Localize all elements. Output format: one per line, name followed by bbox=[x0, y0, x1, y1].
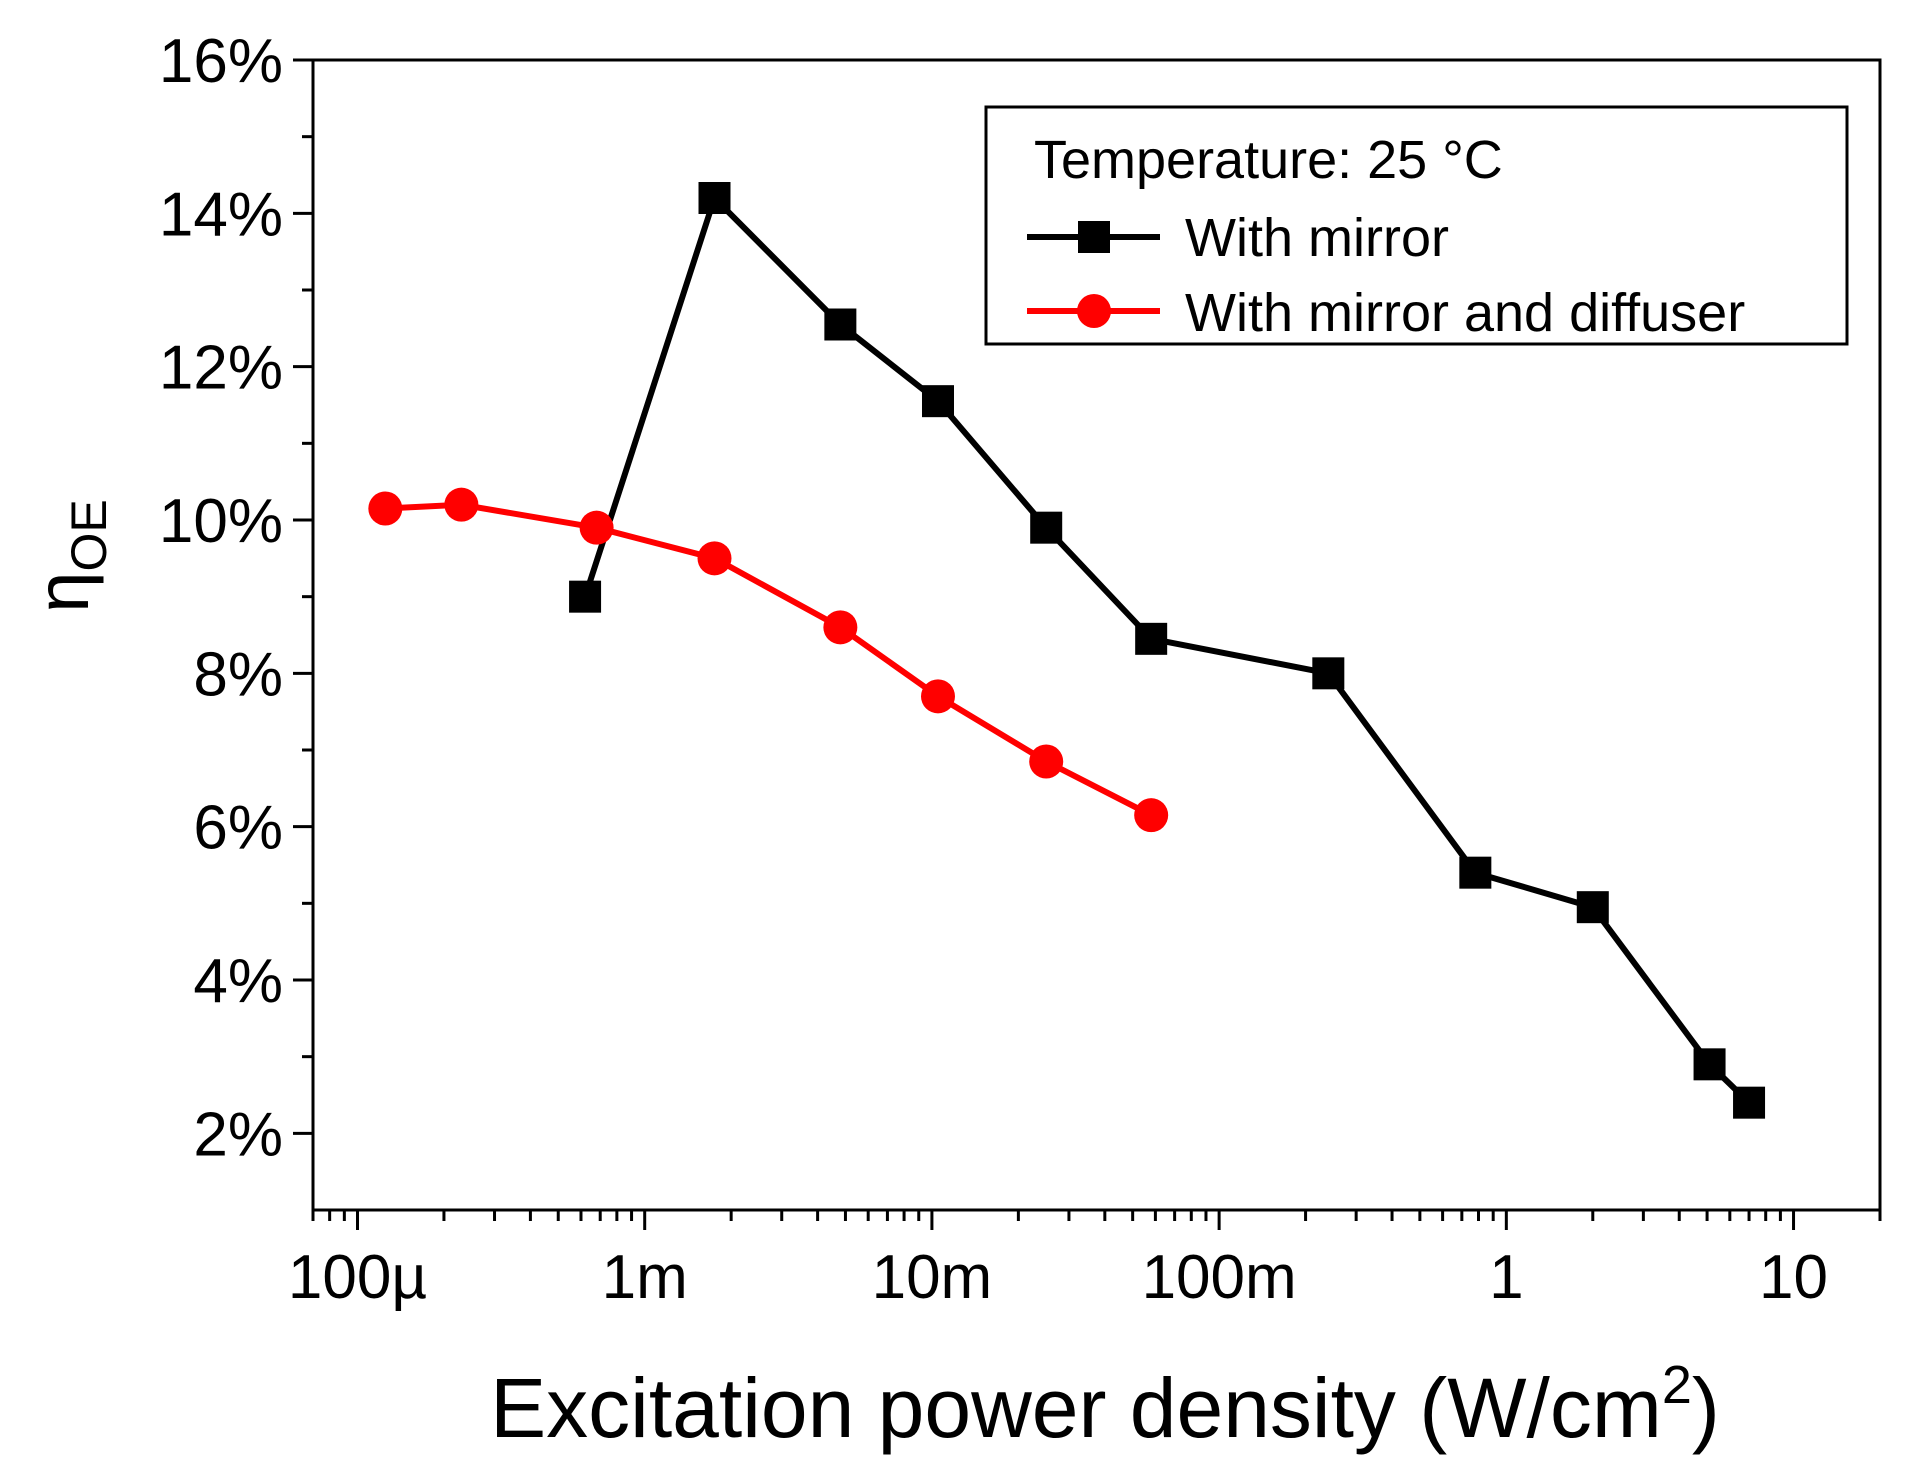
svg-text:ηOE: ηOE bbox=[21, 499, 117, 612]
data-point-square bbox=[1459, 856, 1492, 889]
axes-layer: 2% 4% 6% 8% 10% 12% 14% 16% 100µ 1m 10m 100m 1 10 bbox=[159, 27, 1882, 1312]
series-with-mirror-and-diffuser bbox=[368, 487, 1169, 833]
x-axis-label-close: ) bbox=[1692, 1361, 1720, 1455]
y-tick-label: 4% bbox=[193, 947, 283, 1016]
data-point-circle bbox=[1134, 798, 1169, 833]
data-point-square bbox=[1312, 657, 1345, 690]
x-axis-label: Excitation power density (W/cm2) bbox=[490, 1355, 1720, 1455]
data-point-square bbox=[698, 182, 731, 214]
data-point-square bbox=[569, 580, 602, 613]
y-axis-label-subscript: OE bbox=[61, 499, 117, 571]
plot-frame bbox=[311, 58, 1882, 1212]
legend-marker-with-mirror bbox=[1078, 221, 1110, 253]
x-tick-label: 100m bbox=[1142, 1243, 1297, 1312]
data-point-square bbox=[921, 385, 954, 418]
legend-box bbox=[984, 105, 1849, 346]
y-axis-label: ηOE bbox=[21, 499, 117, 612]
y-tick-label: 2% bbox=[193, 1100, 283, 1169]
x-tick-label: 1m bbox=[602, 1243, 688, 1312]
data-point-circle bbox=[823, 610, 858, 645]
x-axis-label-main: Excitation power density (W/cm bbox=[490, 1361, 1662, 1455]
y-tick-label: 8% bbox=[193, 640, 283, 709]
data-point-circle bbox=[1029, 744, 1064, 779]
data-point-circle bbox=[697, 541, 732, 576]
y-tick-label: 10% bbox=[159, 487, 283, 556]
data-point-square bbox=[1693, 1048, 1726, 1081]
legend-label-with-mirror: With mirror bbox=[1185, 208, 1449, 268]
data-point-square bbox=[824, 308, 857, 341]
x-tick-label: 100µ bbox=[288, 1243, 427, 1312]
legend: Temperature: 25 °C With mirror With mirr… bbox=[984, 105, 1849, 346]
data-point-square bbox=[1576, 891, 1609, 924]
legend-label-with-mirror-and-diffuser: With mirror and diffuser bbox=[1185, 283, 1745, 343]
x-tick-label: 10m bbox=[872, 1243, 993, 1312]
y-tick-label: 14% bbox=[159, 180, 283, 249]
y-tick-label: 16% bbox=[159, 27, 283, 96]
x-tick-label: 10 bbox=[1759, 1243, 1828, 1312]
data-point-circle bbox=[368, 491, 403, 526]
data-point-square bbox=[1733, 1086, 1766, 1119]
x-tick-label: 1 bbox=[1489, 1243, 1523, 1312]
series-line bbox=[385, 501, 1153, 818]
series-with-mirror bbox=[569, 182, 1766, 1119]
data-point-circle bbox=[920, 679, 955, 714]
x-axis-label-superscript: 2 bbox=[1662, 1355, 1692, 1415]
data-point-square bbox=[1135, 622, 1168, 655]
series-layer bbox=[368, 182, 1766, 1119]
data-point-square bbox=[1030, 511, 1063, 544]
y-tick-label: 6% bbox=[193, 794, 283, 863]
legend-marker-with-mirror-and-diffuser bbox=[1077, 294, 1111, 328]
y-axis-label-main: η bbox=[21, 572, 104, 613]
data-point-circle bbox=[579, 510, 614, 545]
data-point-circle bbox=[444, 487, 479, 522]
legend-title: Temperature: 25 °C bbox=[1034, 130, 1503, 190]
y-tick-label: 12% bbox=[159, 334, 283, 403]
